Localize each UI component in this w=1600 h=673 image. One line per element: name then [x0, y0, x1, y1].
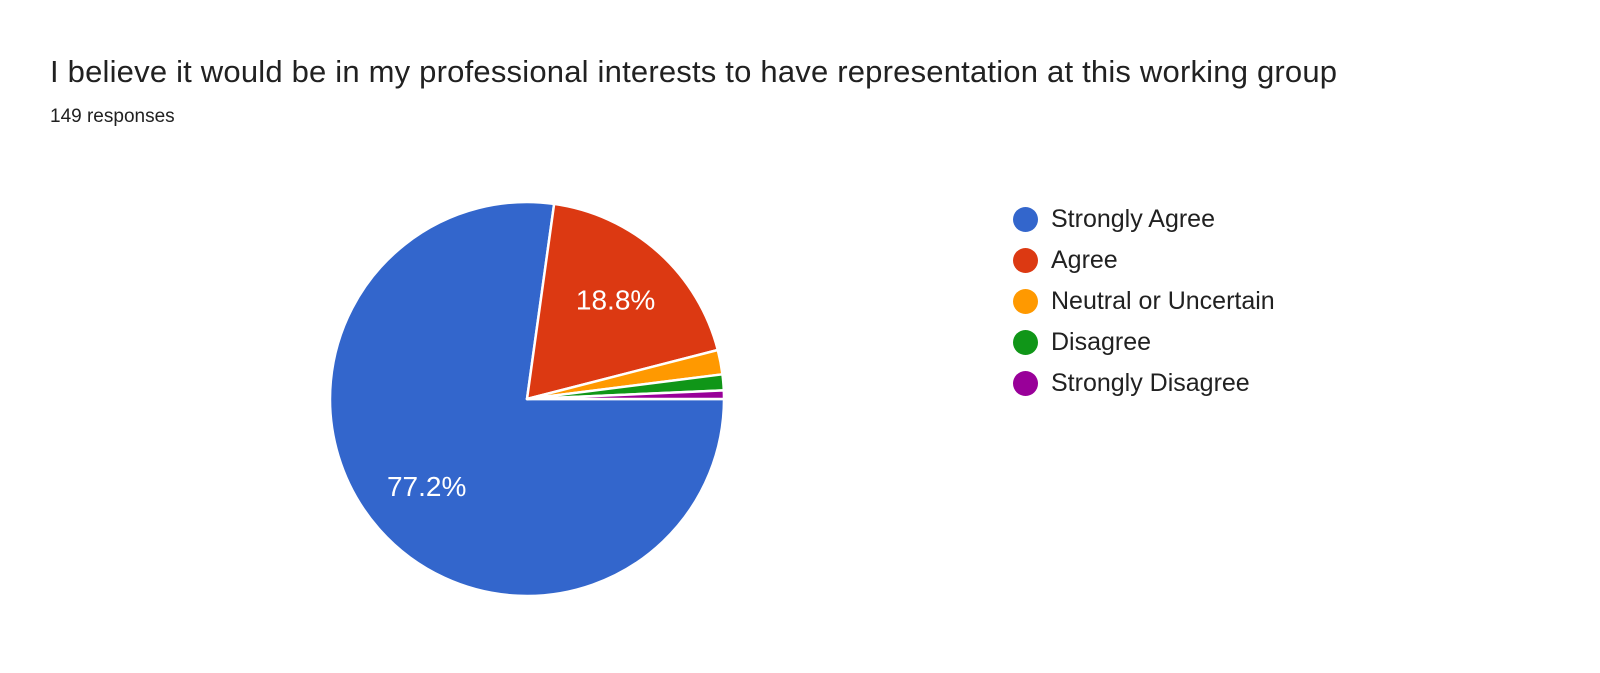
pie-chart: 77.2% 18.8%: [328, 200, 726, 598]
pie-slice-strongly-agree[interactable]: [328, 200, 726, 598]
legend-label: Strongly Disagree: [1051, 369, 1250, 397]
legend-label: Neutral or Uncertain: [1051, 287, 1275, 315]
legend-color-dot: [1013, 207, 1038, 232]
slice-percentage-label: 18.8%: [576, 285, 655, 316]
pie-slice-strongly-disagree[interactable]: [525, 389, 726, 401]
chart-legend: Strongly Agree Agree Neutral or Uncertain D…: [1013, 199, 1275, 404]
legend-item-agree: Agree: [1013, 240, 1275, 281]
legend-color-dot: [1013, 371, 1038, 396]
legend-item-strongly-agree: Strongly Agree: [1013, 199, 1275, 240]
legend-color-dot: [1013, 248, 1038, 273]
legend-color-dot: [1013, 289, 1038, 314]
pie-slice-agree[interactable]: [525, 202, 720, 401]
legend-label: Agree: [1051, 246, 1118, 274]
legend-label: Disagree: [1051, 328, 1152, 356]
question-title: I believe it would be in my professional…: [50, 54, 1338, 89]
legend-color-dot: [1013, 330, 1038, 355]
legend-item-strongly-disagree: Strongly Disagree: [1013, 363, 1275, 404]
legend-item-neutral-or-uncertain: Neutral or Uncertain: [1013, 281, 1275, 322]
response-count: 149 responses: [50, 106, 175, 127]
legend-item-disagree: Disagree: [1013, 322, 1275, 363]
legend-label: Strongly Agree: [1051, 205, 1215, 233]
slice-percentage-label: 77.2%: [387, 471, 466, 502]
